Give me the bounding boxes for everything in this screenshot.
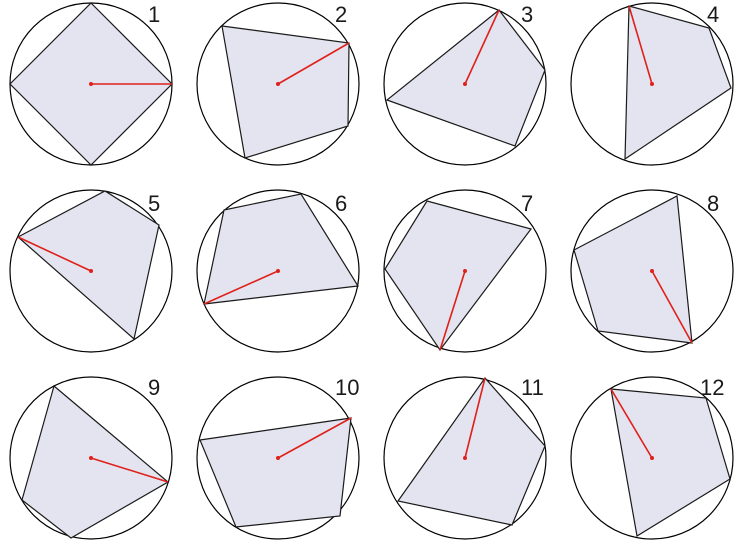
panel-number: 10 (335, 375, 359, 400)
inscribed-polygon (203, 193, 360, 305)
center-point (89, 456, 93, 460)
panel-number: 3 (521, 2, 533, 27)
circle (570, 189, 734, 353)
panel-9: 9 (9, 375, 173, 540)
center-point (463, 269, 467, 273)
center-point (276, 82, 280, 86)
center-point (89, 269, 93, 273)
radius-line (651, 270, 693, 344)
center-point (650, 456, 654, 460)
panel-number: 9 (148, 375, 160, 400)
inscribed-polygon (610, 388, 731, 537)
panel-7: 7 (383, 189, 547, 353)
panel-number: 2 (335, 2, 347, 27)
radius-line (464, 9, 500, 85)
panel-5: 5 (9, 189, 173, 353)
inscribed-polygon (396, 377, 546, 526)
inscribed-polygon (16, 190, 160, 341)
radius-line (628, 5, 653, 85)
panel-12: 12 (570, 375, 734, 540)
panel-number: 1 (148, 2, 160, 27)
panel-number: 5 (148, 191, 160, 216)
panel-6: 6 (196, 189, 360, 353)
panel-10: 10 (196, 375, 360, 540)
center-point (463, 82, 467, 86)
panel-2: 2 (196, 2, 360, 166)
circle (196, 376, 360, 540)
inscribed-polygon (624, 5, 732, 161)
circle (570, 376, 734, 540)
circle (196, 189, 360, 353)
center-point (89, 82, 93, 86)
circle (383, 189, 547, 353)
inscribed-polygon (221, 25, 350, 159)
panel-3: 3 (383, 2, 547, 166)
inscribed-polygon (573, 195, 693, 344)
inscribed-polygon (385, 9, 546, 147)
panel-number: 7 (521, 191, 533, 216)
center-point (650, 269, 654, 273)
center-point (650, 82, 654, 86)
radius-line (203, 270, 279, 305)
inscribed-polygon (199, 417, 352, 528)
circle (196, 2, 360, 166)
panel-8: 8 (570, 189, 734, 353)
radius-line (277, 42, 350, 85)
center-point (276, 456, 280, 460)
panel-number: 11 (521, 375, 544, 400)
radius-line (464, 377, 486, 459)
circle (383, 376, 547, 540)
radius-line (17, 236, 92, 272)
panel-11: 11 (383, 375, 547, 540)
panel-1: 1 (9, 2, 173, 166)
circle (9, 189, 173, 353)
circle (383, 2, 547, 166)
panel-number: 4 (707, 2, 719, 27)
panel-4: 4 (570, 2, 734, 166)
panel-number: 8 (707, 191, 719, 216)
center-point (276, 269, 280, 273)
panel-number: 6 (335, 191, 347, 216)
center-point (463, 456, 467, 460)
circle (570, 2, 734, 166)
radius-line (90, 457, 169, 483)
radius-line (610, 388, 653, 459)
radius-line (277, 417, 352, 459)
panel-number: 12 (700, 375, 724, 400)
inscribed-polygon (21, 384, 170, 539)
radius-line (439, 270, 466, 351)
circle (9, 376, 173, 540)
